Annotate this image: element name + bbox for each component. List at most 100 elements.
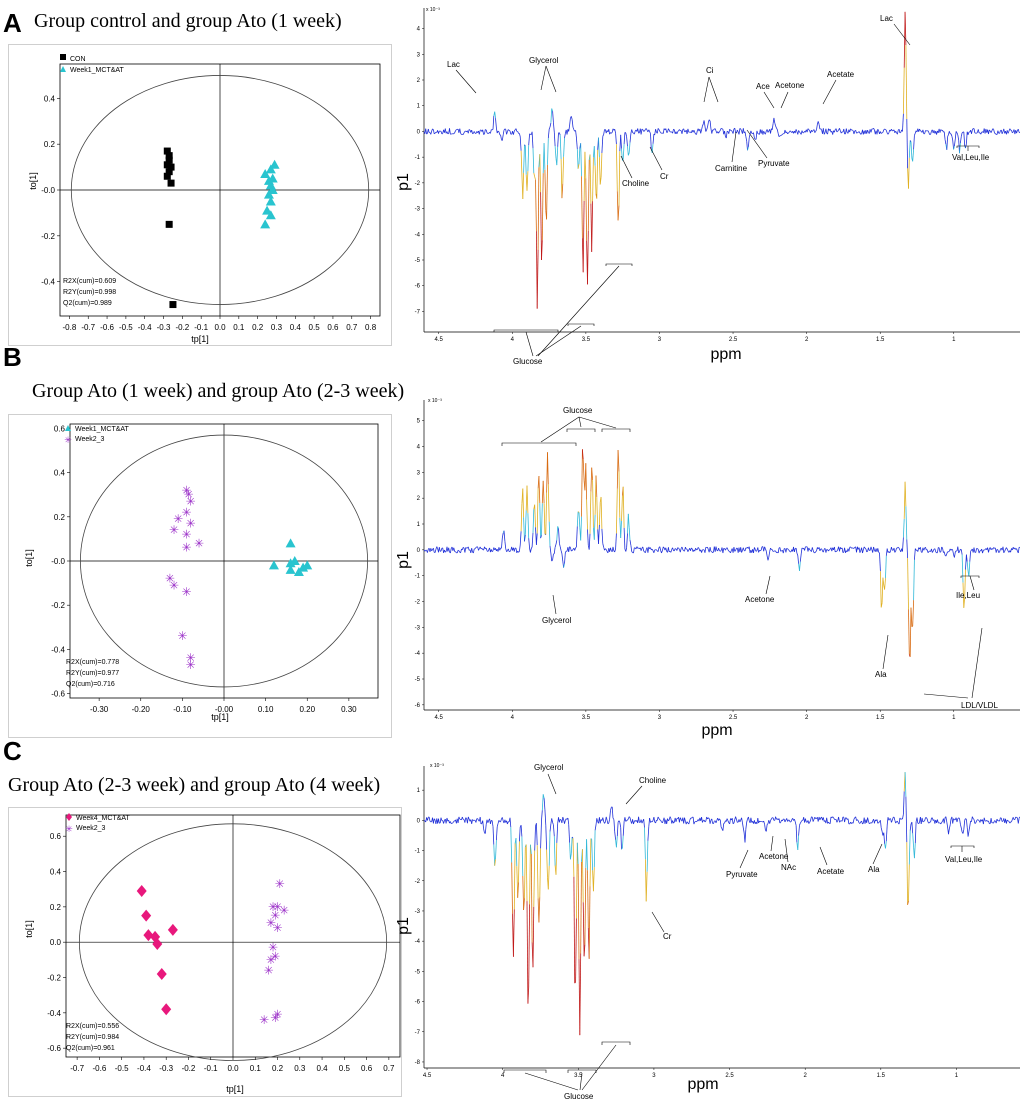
point-week2-3: ✳ (268, 940, 278, 954)
spectrum-segment (832, 816, 834, 818)
x-tick-label: 0.0 (214, 323, 226, 332)
spectrum-segment (773, 117, 776, 124)
legend-label-week2-3: Week2_3 (76, 825, 106, 832)
spectrum-segment (638, 816, 640, 823)
spectrum-segment (753, 132, 755, 139)
spectrum-segment (491, 550, 494, 552)
label-acetone: Acetone (759, 852, 789, 861)
spectrum-segment (799, 131, 801, 134)
spectrum-segment (870, 128, 873, 133)
spectrum-segment (475, 818, 478, 823)
point-week4-mct-at (161, 1003, 172, 1016)
spectrum-segment (957, 817, 959, 819)
spectrum-segment (674, 548, 677, 550)
spectrum-segment (908, 157, 910, 189)
y-tick-label: -8 (415, 1060, 421, 1066)
spectrum-segment (561, 816, 564, 824)
spectrum-segment (801, 130, 804, 134)
point-week2-3: ✳ (165, 572, 175, 586)
spectrum-segment (480, 548, 483, 550)
point-week2-3: ✳ (177, 629, 187, 643)
spectrum-segment (547, 484, 550, 522)
spectrum-segment (450, 548, 452, 554)
spectrum-segment (647, 826, 650, 841)
spectrum-segment (713, 821, 715, 824)
spectrum-segment (928, 550, 930, 552)
y-tick-label: -0.4 (41, 278, 55, 287)
spectrum-segment (548, 831, 551, 866)
spectrum-segment (906, 118, 908, 169)
spectrum-segment (626, 533, 628, 548)
panel-letter-c: C (3, 736, 22, 766)
spectrum-segment (748, 134, 751, 138)
spectrum-segment (451, 822, 454, 824)
point-week1-mct-at (265, 164, 276, 174)
spectrum-segment (779, 822, 781, 824)
spectrum-segment (934, 548, 937, 552)
spectrum-segment (684, 817, 686, 822)
y-axis-label: to[1] (24, 920, 34, 938)
spectrum-segment (913, 559, 915, 601)
spectrum-segment (713, 128, 715, 131)
spectrum-segment (576, 842, 579, 865)
spectrum-segment (587, 230, 589, 285)
spectrum-segment (580, 861, 582, 954)
panel-letter-b: B (3, 342, 22, 372)
x-tick-label: 0.8 (365, 323, 377, 332)
x-tick-label: -0.10 (173, 705, 192, 714)
spectrum-segment (707, 817, 709, 820)
spectrum-segment (927, 130, 930, 133)
spectrum-segment (750, 817, 753, 823)
spectrum-segment (808, 129, 811, 132)
spectrum-segment (571, 836, 574, 839)
spectrum-segment (942, 547, 944, 553)
spectrum-segment (740, 547, 742, 553)
spectrum-segment (924, 130, 926, 134)
spectrum-segment (971, 816, 974, 819)
spectrum-segment (765, 130, 767, 135)
spectrum-segment (571, 549, 574, 551)
point-con (163, 161, 171, 169)
spectrum-segment (611, 132, 613, 134)
spectrum-segment (644, 129, 646, 132)
spectrum-segment (766, 823, 769, 825)
spectrum-segment (951, 548, 954, 551)
spectrum-segment (540, 535, 542, 539)
spectrum-segment (652, 134, 655, 144)
spectrum-segment (782, 818, 784, 821)
stat-r2y: R2Y(cum)=0.998 (63, 289, 116, 296)
spectrum-segment (723, 822, 725, 824)
x-tick-label: 3.5 (582, 715, 591, 721)
y-tick-label: -2 (415, 181, 421, 187)
spectrum-segment (905, 45, 908, 120)
spectrum-segment (745, 822, 748, 830)
y-tick-label: -0.6 (51, 690, 65, 699)
spectrum-segment (679, 817, 682, 820)
spectrum-segment (960, 549, 963, 555)
spectrum-segment (911, 625, 913, 628)
spectrum-segment (757, 818, 759, 824)
spectrum-segment (460, 133, 462, 135)
spectrum-segment (808, 822, 811, 824)
spectrum-segment (937, 547, 939, 553)
spectrum-segment (693, 129, 696, 133)
spectrum-segment (776, 129, 779, 134)
stat-r2x: R2X(cum)=0.556 (66, 1023, 119, 1030)
spectrum-segment (594, 824, 597, 831)
spectrum-segment (864, 547, 867, 550)
spectrum-segment (501, 532, 504, 539)
spectrum-segment (909, 140, 912, 142)
spectrum-segment (580, 143, 582, 177)
spectrum-segment (559, 135, 562, 160)
y-tick-label: 0.4 (54, 469, 66, 478)
spectrum-segment (862, 549, 864, 554)
point-week1-mct-at (267, 185, 278, 194)
spectrum-segment (649, 817, 651, 823)
spectrum-segment (650, 821, 652, 823)
y-tick-label: 0.6 (50, 832, 62, 841)
spectrum-segment (559, 132, 561, 136)
spectrum-segment (443, 820, 445, 824)
spectrum-segment (999, 130, 1001, 134)
label-lac-1: Lac (447, 60, 460, 69)
spectrum-segment (822, 128, 825, 135)
